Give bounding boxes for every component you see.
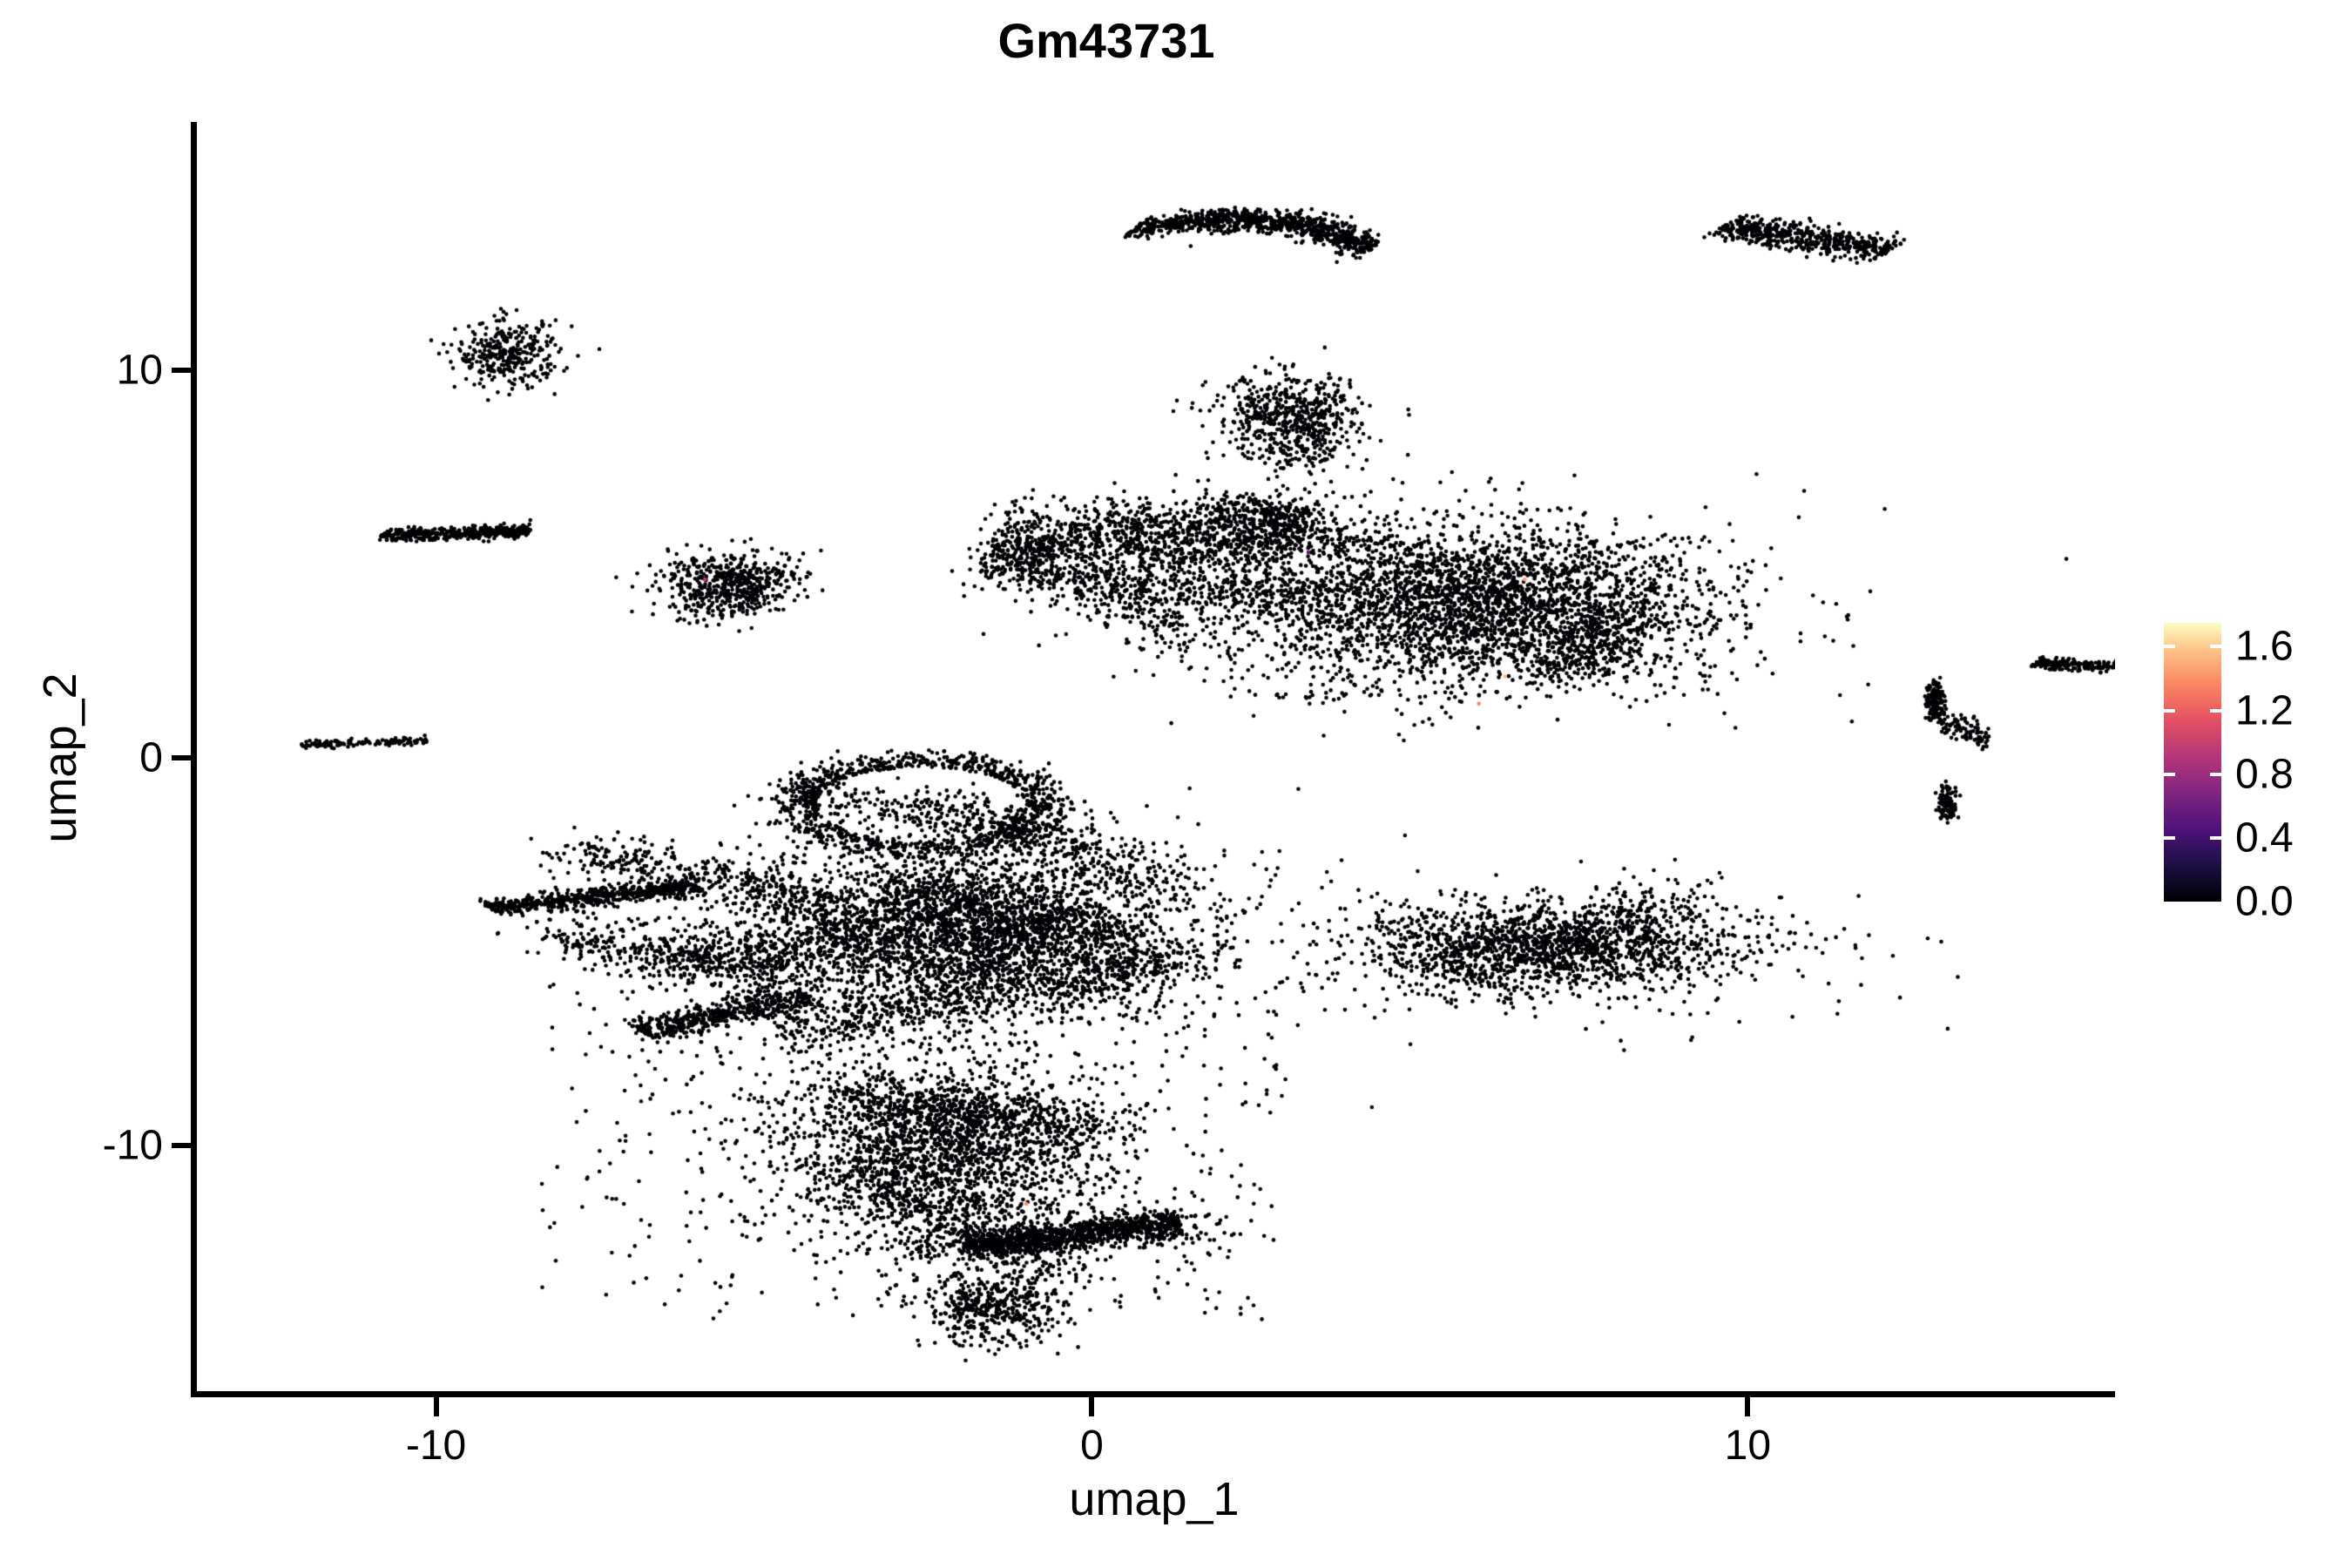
scatter-point-cloud <box>193 122 2115 1394</box>
colorbar-tick-mark <box>2210 708 2221 713</box>
colorbar-tick-label: 1.2 <box>2235 687 2294 734</box>
y-tick-label: 0 <box>139 734 163 781</box>
x-tick-mark <box>1089 1397 1095 1416</box>
y-tick-mark <box>172 367 191 373</box>
y-tick-label: -10 <box>102 1122 163 1169</box>
y-tick-label: 10 <box>116 347 163 394</box>
colorbar <box>2164 623 2221 902</box>
colorbar-legend: 1.6 1.2 0.8 0.4 0.0 <box>2152 592 2343 941</box>
colorbar-tick-mark <box>2164 708 2175 713</box>
colorbar-tick-label: 1.6 <box>2235 623 2294 670</box>
y-axis-line <box>191 122 197 1397</box>
colorbar-tick-mark <box>2210 835 2221 840</box>
x-tick-label: -10 <box>405 1423 467 1469</box>
x-axis-title: umap_1 <box>1069 1473 1240 1525</box>
colorbar-tick-label: 0.8 <box>2235 751 2294 798</box>
colorbar-tick-mark <box>2210 772 2221 776</box>
x-tick-mark <box>1745 1397 1751 1416</box>
colorbar-tick-mark <box>2164 835 2175 840</box>
colorbar-tick-mark <box>2164 645 2175 649</box>
colorbar-tick-mark <box>2210 645 2221 649</box>
x-axis-line <box>191 1391 2115 1397</box>
colorbar-tick-label: 0.4 <box>2235 814 2294 862</box>
colorbar-tick-mark <box>2164 772 2175 776</box>
x-tick-mark <box>433 1397 439 1416</box>
y-axis-title: umap_2 <box>34 672 86 843</box>
y-tick-mark <box>172 755 191 760</box>
x-tick-label: 10 <box>1724 1423 1772 1469</box>
colorbar-tick-label: 0.0 <box>2235 878 2294 925</box>
x-tick-label: 0 <box>1080 1423 1104 1469</box>
page-title: Gm43731 <box>997 13 1215 68</box>
colorbar-gradient <box>2164 623 2221 902</box>
y-tick-mark <box>172 1143 191 1149</box>
plot-panel <box>193 122 2115 1394</box>
